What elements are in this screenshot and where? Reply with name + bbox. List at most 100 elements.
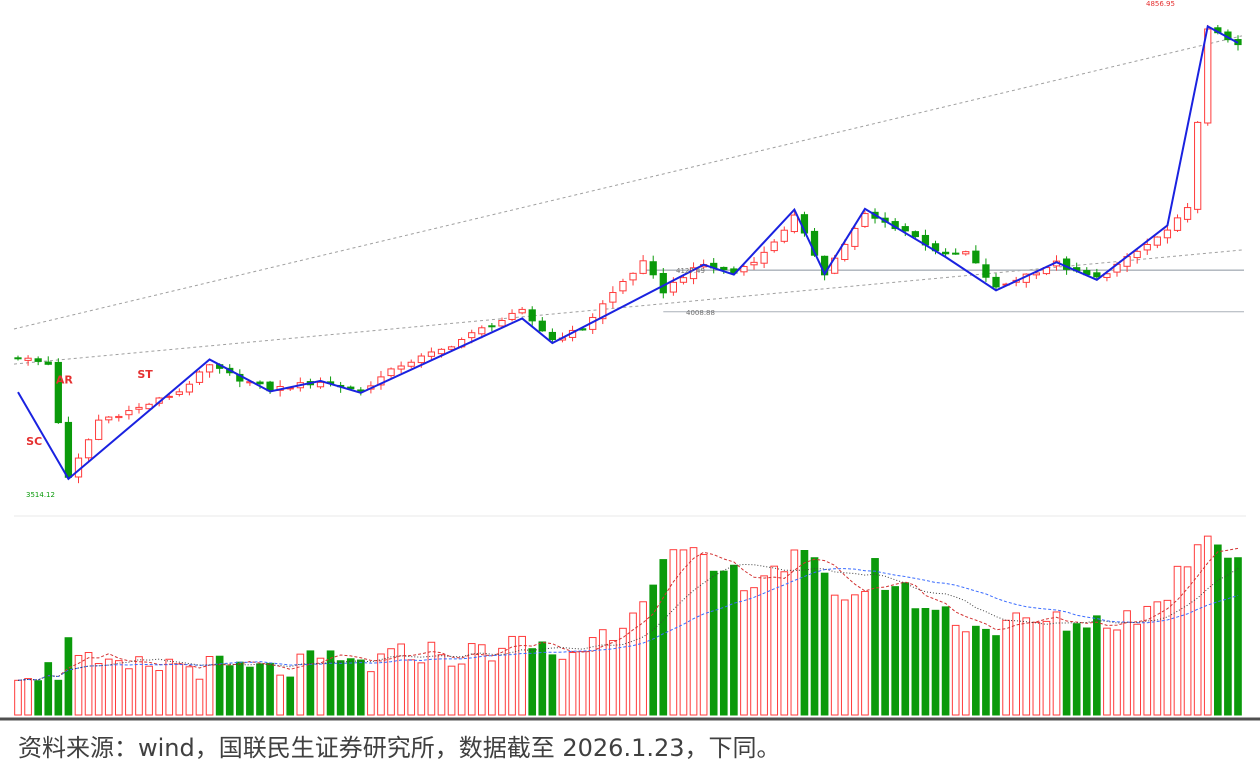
source-note: 资料来源：wind，国联民生证券研究所，数据截至 2026.1.23，下同。 [18,734,781,762]
candle [750,257,758,270]
volume-bar [125,668,133,716]
volume-ma-long [17,568,1239,681]
volume-bar [44,662,53,716]
volume-bar [235,661,244,716]
volume-bar [921,608,930,716]
candle [619,278,627,294]
candle [145,402,153,410]
candle [952,248,960,255]
volume-bar [1072,623,1081,716]
candle [488,323,496,332]
volume-bar [871,558,879,716]
volume-bar [94,663,103,716]
candle [689,262,698,285]
volume-bar [538,641,547,716]
volume-bar [1082,627,1091,716]
candle [427,347,436,360]
volume-bar [951,624,960,716]
volume-bar [165,658,174,716]
candle [1133,249,1141,264]
candle [518,306,526,315]
volume-bar [840,599,849,716]
candle [135,403,143,414]
trend-line-1 [13,35,1243,330]
volume-bar [649,584,658,716]
volume-bar [1012,612,1021,716]
volume-bar [1103,627,1111,716]
volume-bar [881,589,889,716]
candle [24,355,32,366]
volume-bar [135,656,143,716]
volume-bar [790,549,799,716]
volume-bar [246,666,254,716]
candle [175,388,183,397]
volume-bar [1032,621,1041,716]
volume-bar [427,641,436,716]
volume-bar [1143,605,1152,716]
volume-bar [104,658,113,716]
zigzag-line [17,24,1239,481]
volume-bar [498,647,506,716]
candle [1153,236,1161,249]
volume-bar [467,643,476,716]
volume-bar [1153,601,1162,716]
volume-bar [195,678,204,716]
volume-bar [457,663,466,716]
volume-bar [346,658,355,716]
volume-bar [1052,611,1061,716]
volume-bar [669,549,678,716]
volume-bar [477,644,486,716]
volume-bar [800,550,809,716]
candle [397,361,405,373]
volume-bar [1234,557,1242,716]
volume-bar [770,565,779,716]
volume-bar [810,557,819,716]
candle [599,300,607,325]
candle [921,229,930,251]
candle [498,317,506,329]
volume-bar [1123,610,1131,716]
volume-bar [1002,619,1010,716]
candle [125,405,133,420]
volume-bar [709,570,718,716]
trend-line-2 [13,249,1243,365]
volume-ma-mid [17,563,1239,681]
volume-bar [1214,544,1222,716]
candle [105,416,113,424]
candle [710,258,718,274]
candle [377,370,385,390]
volume-ma-short [17,547,1239,681]
candle [407,359,415,369]
low-value-label: 3514.12 [26,491,55,499]
volume-bar [558,658,567,716]
volume-bar [598,629,607,716]
candle [115,414,123,422]
volume-bar [1224,557,1232,716]
volume-bar [982,628,990,716]
volume-bar [830,594,839,716]
volume-bar [64,637,73,716]
volume-bar [679,549,688,716]
candle [387,367,395,378]
volume-bar [397,643,405,716]
volume-bar [508,635,516,716]
volume-panel [14,535,1242,716]
volume-bar [296,653,305,716]
volume-bar [1133,623,1142,716]
volume-bar [1183,566,1192,716]
volume-bar [1113,629,1121,716]
volume-bar [518,635,526,716]
candle [236,369,244,388]
volume-bar [276,674,284,716]
candle [54,358,62,424]
annotation-sc: SC [26,435,42,448]
candle [64,416,73,480]
volume-bar [256,663,264,716]
volume-bar [225,665,234,716]
volume-bar [84,652,93,716]
candle [528,306,536,326]
candle [861,211,869,228]
volume-bar [588,637,597,716]
volume-bar [961,631,970,716]
candle [508,309,516,322]
